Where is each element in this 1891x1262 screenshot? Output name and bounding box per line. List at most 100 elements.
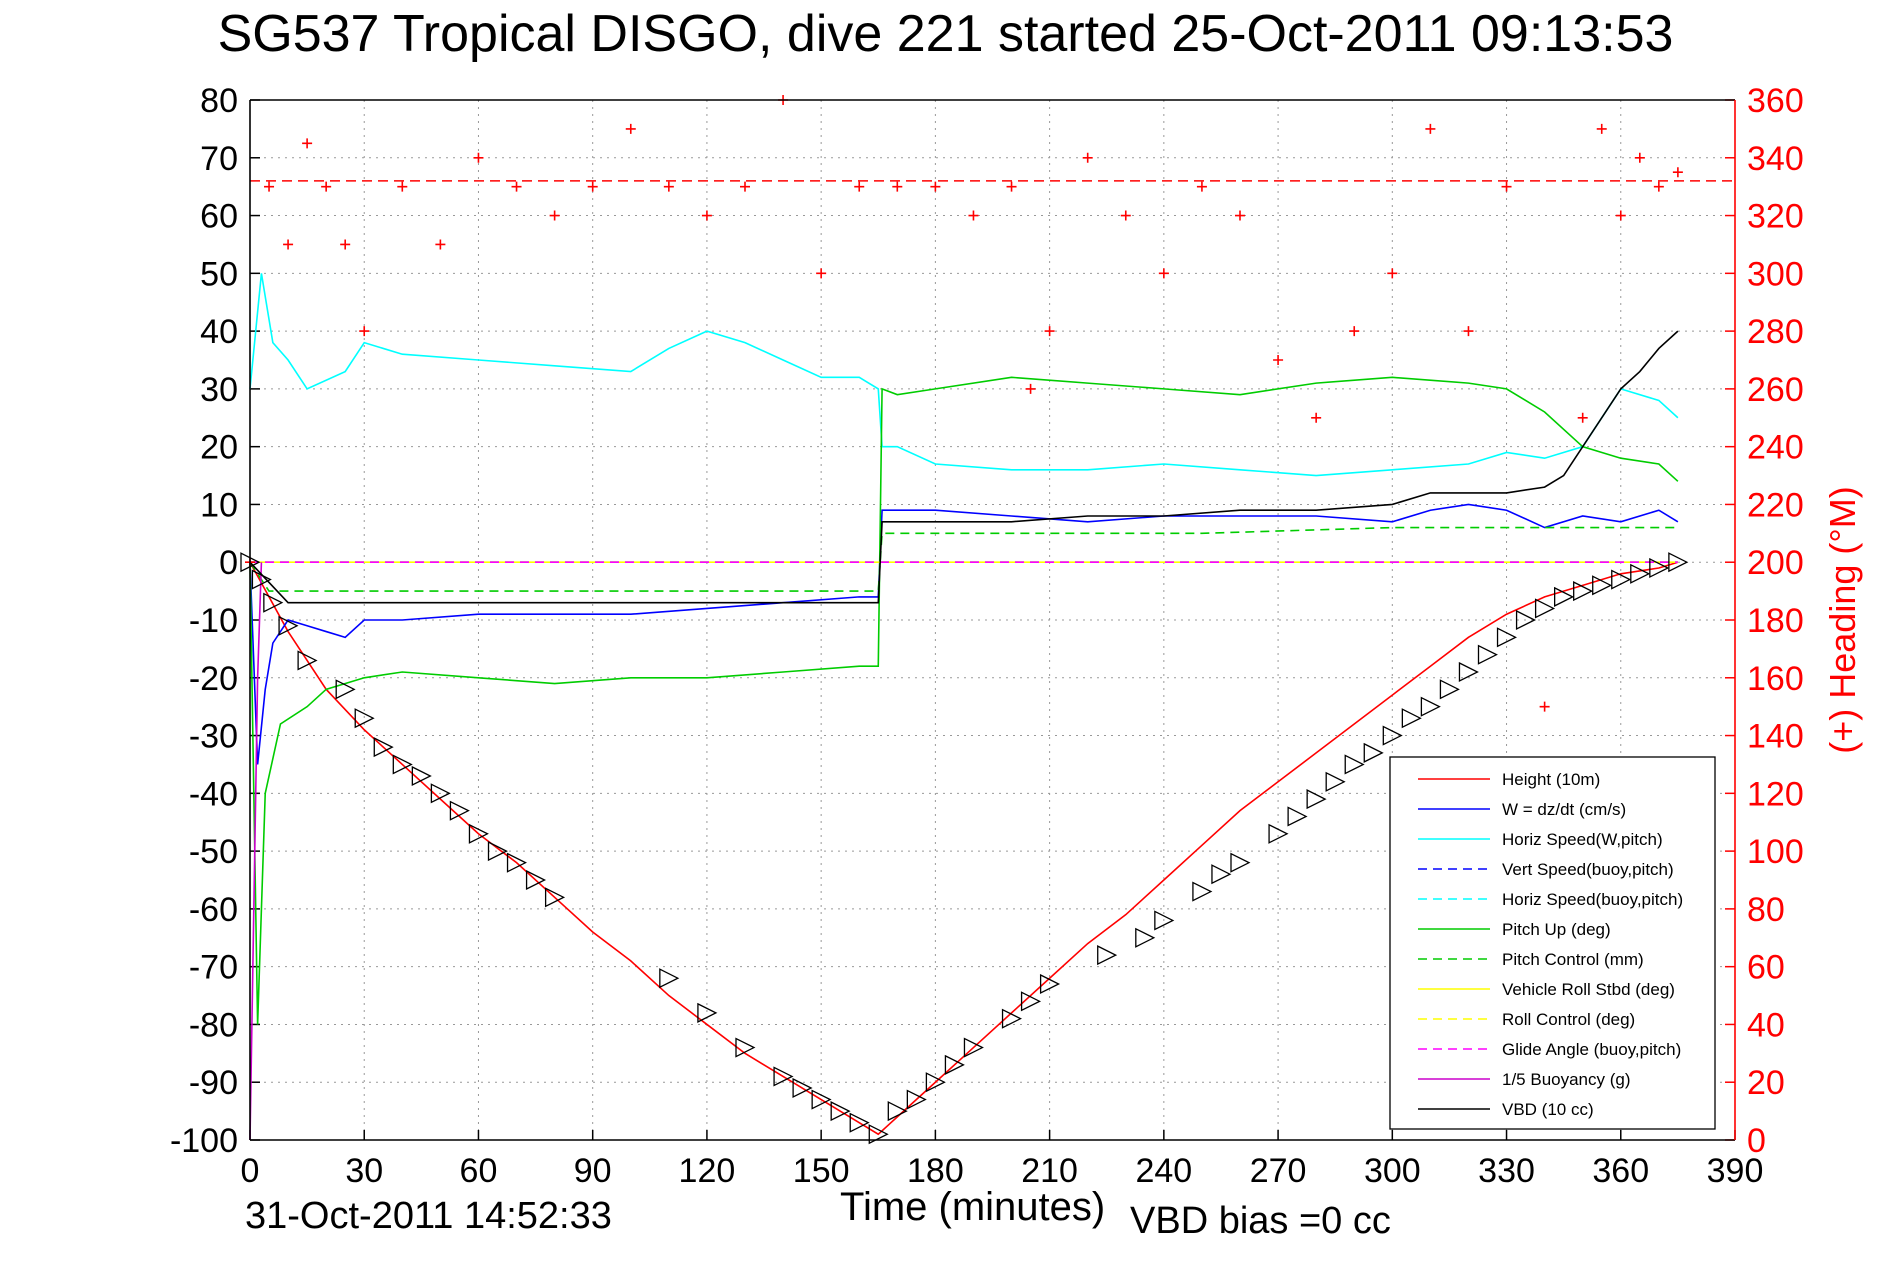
height-marker [811, 1089, 832, 1110]
legend-label-1: W = dz/dt (cm/s) [1502, 800, 1626, 819]
height-marker [278, 615, 299, 636]
height-marker [468, 823, 489, 844]
height-marker [1135, 927, 1156, 948]
legend-label-0: Height (10m) [1502, 770, 1600, 789]
height-marker [449, 800, 470, 821]
plot-date: 31-Oct-2011 14:52:33 [245, 1195, 612, 1237]
heading-point [892, 181, 903, 192]
series-line-6 [249, 526, 1678, 592]
height-marker [1592, 575, 1613, 596]
series-line-0 [249, 561, 1679, 1136]
heading-point [1387, 268, 1398, 279]
legend-label-3: Vert Speed(buoy,pitch) [1502, 860, 1674, 879]
y2-tick-label: 240 [1747, 429, 1804, 467]
height-marker [373, 737, 394, 758]
x-tick-label: 60 [460, 1152, 498, 1190]
heading-point [740, 181, 750, 192]
heading-point [511, 181, 522, 192]
height-marker [1630, 563, 1651, 584]
y2-tick-label: 160 [1747, 660, 1804, 698]
y2-tick-label: 200 [1747, 544, 1804, 582]
heading-point [549, 210, 560, 221]
vbd-bias-label: VBD bias =0 cc [1130, 1200, 1391, 1242]
heading-point [1273, 355, 1284, 365]
height-marker [1211, 864, 1232, 885]
legend-label-6: Pitch Control (mm) [1502, 950, 1644, 969]
y-tick-label: 60 [200, 198, 238, 236]
height-marker [1039, 973, 1061, 995]
y-tick-label: 0 [219, 544, 238, 582]
y-tick-label: 30 [200, 371, 238, 409]
y2-tick-label: 120 [1747, 775, 1804, 813]
height-marker [392, 754, 413, 775]
y2-tick-label: 100 [1747, 833, 1804, 871]
x-tick-label: 0 [241, 1152, 260, 1190]
series-line-10 [249, 562, 263, 1141]
height-marker [1515, 609, 1537, 631]
x-tick-label: 360 [1592, 1152, 1649, 1190]
height-marker [906, 1089, 927, 1110]
legend-label-2: Horiz Speed(W,pitch) [1502, 830, 1663, 849]
y-tick-label: 10 [200, 486, 238, 524]
y2-tick-label: 300 [1747, 255, 1804, 293]
x-tick-label: 210 [1021, 1152, 1078, 1190]
x-tick-label: 330 [1478, 1152, 1535, 1190]
heading-point [1235, 210, 1245, 221]
y2-tick-label: 280 [1747, 313, 1804, 351]
height-marker [697, 1002, 718, 1023]
height-marker [1382, 725, 1403, 746]
height-marker [354, 708, 375, 729]
heading-point [587, 181, 598, 192]
height-marker [1020, 991, 1042, 1012]
height-marker [1611, 569, 1632, 590]
legend-label-11: VBD (10 cc) [1502, 1100, 1594, 1119]
y-tick-label: 40 [200, 313, 238, 351]
height-marker [1420, 696, 1441, 717]
heading-point [625, 123, 636, 134]
y-tick-label: -90 [189, 1064, 238, 1102]
y-tick-label: 20 [200, 429, 238, 467]
heading-point [1596, 123, 1607, 134]
heading-point [1539, 701, 1550, 712]
heading-point [321, 181, 332, 192]
y-tick-label: -70 [189, 949, 238, 987]
height-marker [411, 765, 432, 787]
height-marker [735, 1037, 756, 1058]
x-tick-label: 120 [679, 1152, 736, 1190]
heading-point [1615, 210, 1626, 221]
legend-label-9: Glide Angle (buoy,pitch) [1502, 1040, 1681, 1059]
y-tick-label: 50 [200, 255, 238, 293]
series-line-11 [249, 330, 1679, 604]
heading-point [930, 181, 941, 192]
heading-point [473, 152, 484, 163]
heading-point [397, 181, 408, 192]
height-marker [1192, 881, 1213, 902]
heading-point [1158, 268, 1169, 279]
height-marker [1477, 644, 1498, 665]
heading-point [1044, 326, 1055, 337]
heading-point [1577, 412, 1588, 423]
height-marker [251, 569, 272, 590]
series-line-5 [249, 376, 1679, 1025]
height-marker [868, 1124, 889, 1145]
height-marker [1363, 742, 1384, 763]
y-tick-label: 80 [200, 82, 238, 120]
y2-tick-label: 20 [1747, 1064, 1785, 1102]
height-marker [263, 592, 284, 613]
height-marker [1230, 852, 1251, 873]
height-marker [849, 1112, 870, 1133]
height-marker [1325, 771, 1346, 792]
height-marker [1001, 1008, 1022, 1029]
heading-point [359, 326, 370, 337]
height-marker [506, 852, 527, 873]
height-marker [1154, 910, 1175, 931]
height-marker [792, 1077, 813, 1099]
x-tick-label: 180 [907, 1152, 964, 1190]
y2-tick-label: 340 [1747, 140, 1804, 178]
height-marker [487, 841, 508, 862]
y-tick-label: -40 [189, 775, 238, 813]
height-marker [430, 783, 451, 804]
heading-point [1025, 383, 1036, 394]
height-marker [1458, 661, 1479, 683]
